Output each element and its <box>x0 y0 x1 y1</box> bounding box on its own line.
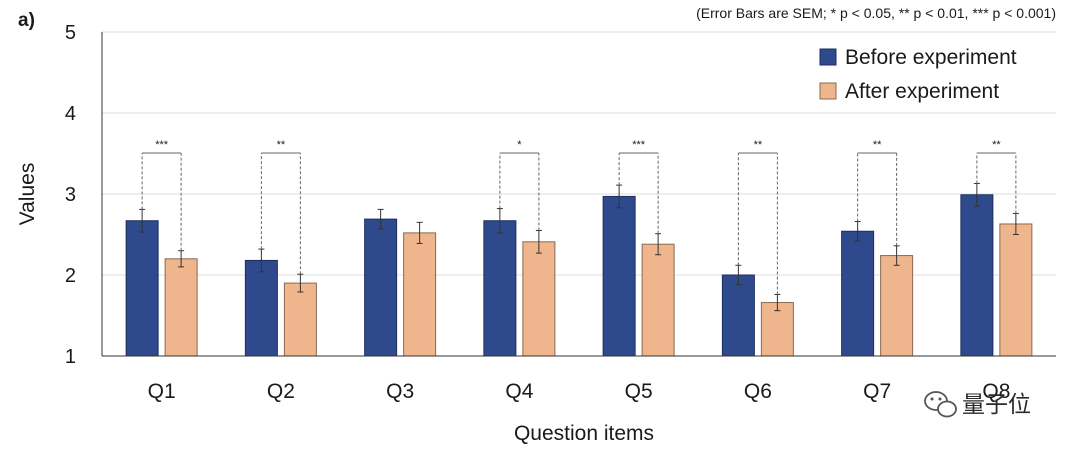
watermark: 量子位 <box>924 391 1031 418</box>
bar-before <box>364 218 398 357</box>
legend-swatch <box>819 48 837 66</box>
significance-label: ** <box>873 139 882 151</box>
x-tick-label: Q4 <box>505 380 533 403</box>
y-tick-label: 5 <box>65 22 76 44</box>
significance-label: ** <box>754 139 763 151</box>
bar-after <box>641 243 675 357</box>
bar-after <box>880 255 914 357</box>
significance-label: ** <box>992 139 1001 151</box>
bar-before <box>721 274 755 357</box>
bar-after <box>999 223 1033 357</box>
chart-note: (Error Bars are SEM; * p < 0.05, ** p < … <box>696 5 1056 21</box>
bar-before <box>125 220 159 357</box>
watermark-text: 量子位 <box>962 391 1031 417</box>
significance-label: ** <box>277 139 286 151</box>
bars <box>125 182 1033 357</box>
bar-after <box>522 241 556 357</box>
significance-label: *** <box>155 139 169 151</box>
wechat-icon <box>924 391 957 418</box>
x-tick-labels: Q1 Q2 Q3 Q4 Q5 Q6 Q7 Q8 <box>148 380 1011 403</box>
legend-swatch <box>819 82 837 100</box>
bar-before <box>960 194 994 357</box>
x-tick-label: Q2 <box>267 380 295 403</box>
y-tick-label: 4 <box>65 103 76 125</box>
bar-before <box>841 230 875 357</box>
legend: Before experiment After experiment <box>819 46 1017 103</box>
panel-label: a) <box>18 10 35 31</box>
significance-label: * <box>517 139 522 151</box>
significance-brackets: *** ** * *** ** ** ** <box>141 139 1017 295</box>
y-tick-label: 2 <box>65 265 76 287</box>
y-tick-label: 1 <box>65 346 76 368</box>
x-tick-label: Q6 <box>744 380 772 403</box>
bar-after <box>164 258 198 357</box>
x-tick-label: Q7 <box>863 380 891 403</box>
x-tick-label: Q5 <box>625 380 653 403</box>
legend-label: After experiment <box>845 80 999 103</box>
y-tick-label: 3 <box>65 184 76 206</box>
bar-after <box>403 232 437 357</box>
bar-before <box>602 195 636 357</box>
y-tick-labels: 1 2 3 4 5 <box>65 22 76 368</box>
x-tick-label: Q1 <box>148 380 176 403</box>
significance-label: *** <box>632 139 646 151</box>
x-tick-label: Q8 <box>982 380 1010 403</box>
x-tick-label: Q3 <box>386 380 414 403</box>
x-axis-title: Question items <box>514 422 654 445</box>
bar-after <box>283 282 317 357</box>
bar-before <box>244 259 278 357</box>
legend-label: Before experiment <box>845 46 1017 69</box>
y-axis-title: Values <box>16 163 39 226</box>
bar-before <box>483 220 517 357</box>
